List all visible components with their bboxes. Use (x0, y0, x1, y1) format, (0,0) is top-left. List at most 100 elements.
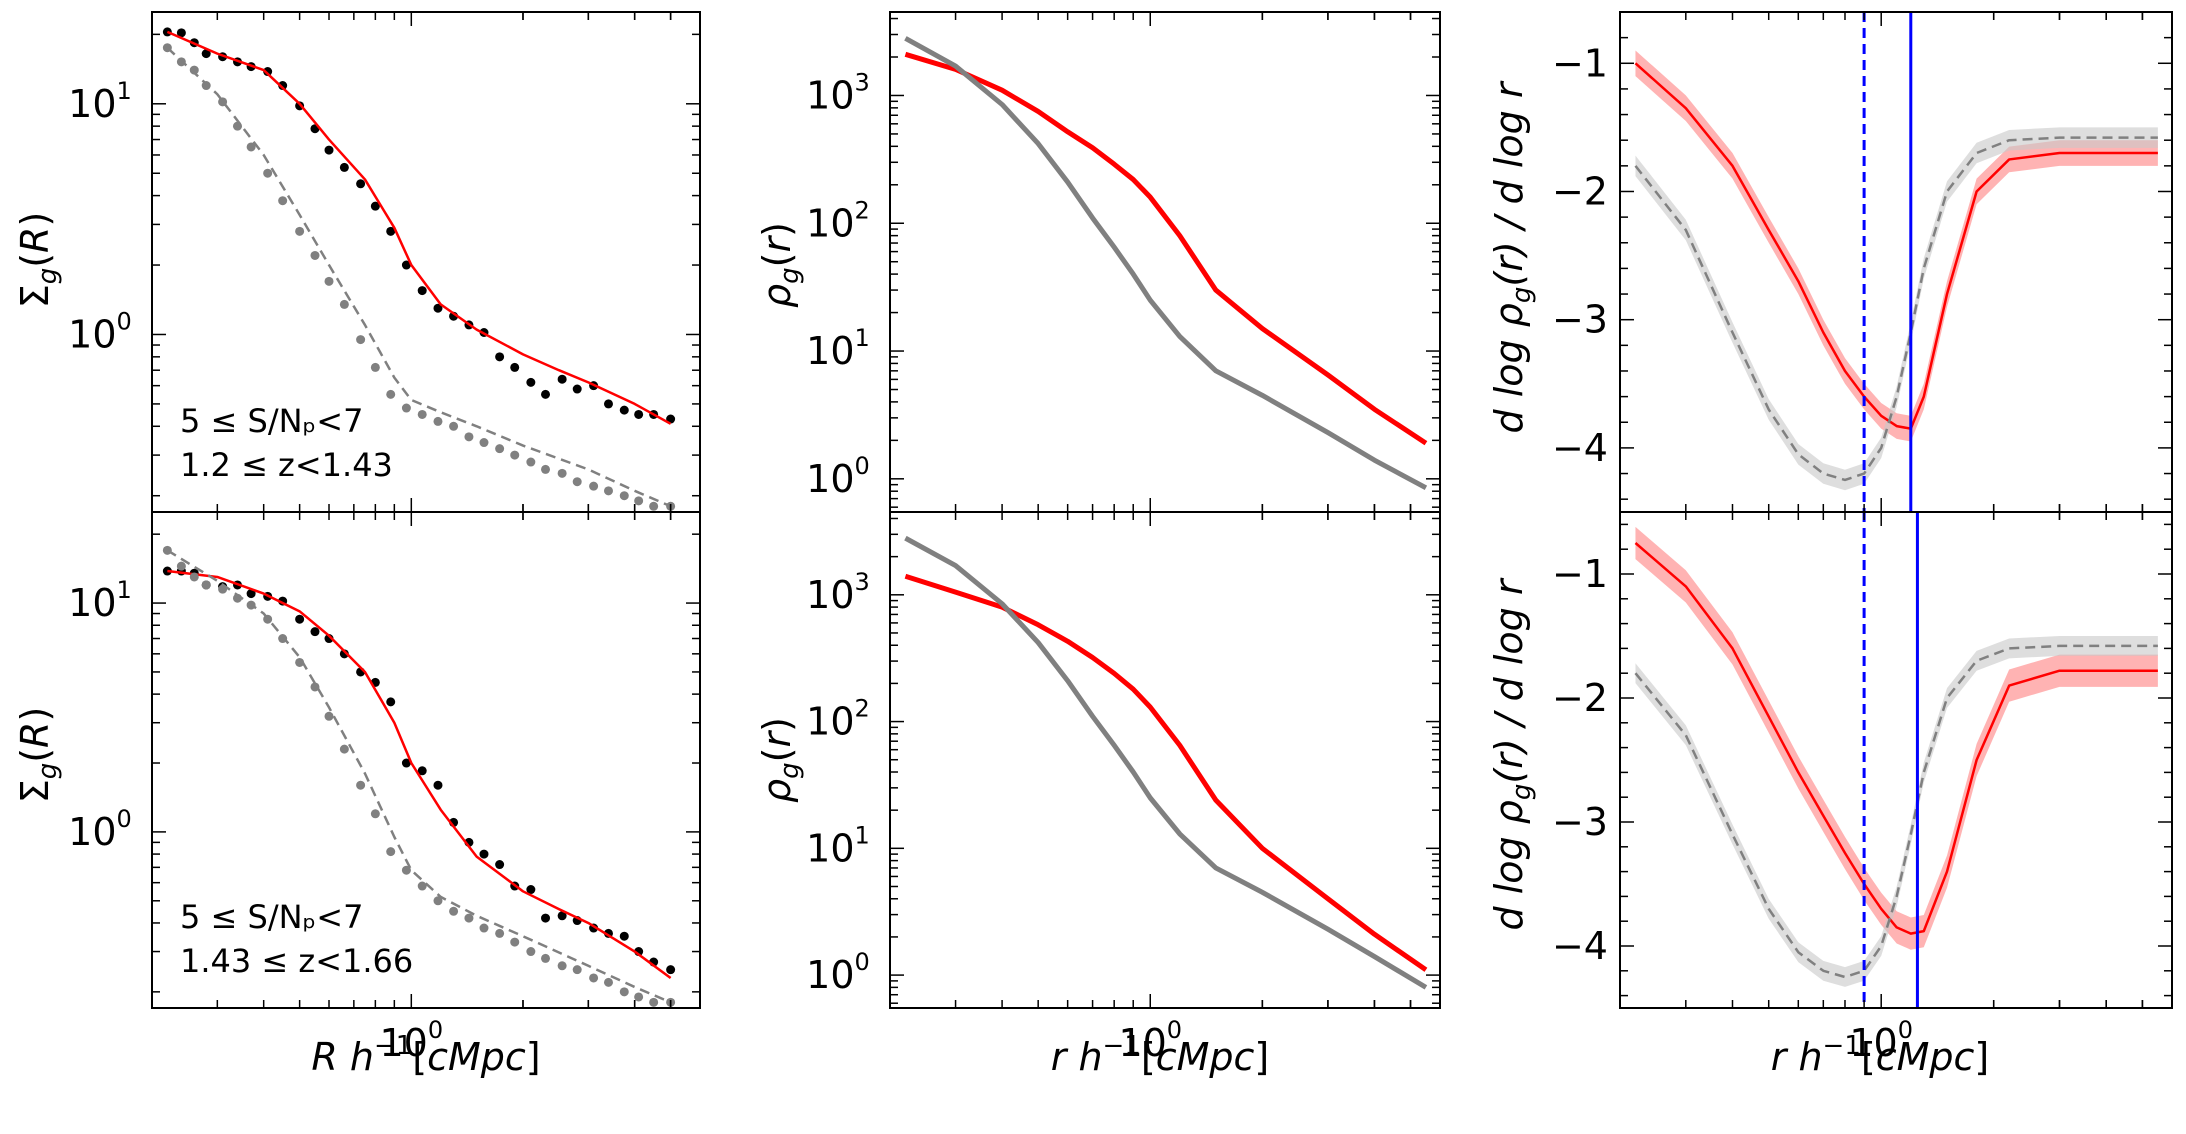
panel-row1-col3: −4 −3 −2 −1 (1552, 11, 2173, 513)
y-tick-label: −3 (1552, 800, 1608, 844)
y-tick-label: −2 (1552, 169, 1608, 213)
data-point (324, 276, 334, 286)
data-point (526, 947, 536, 957)
y-tick-label: −1 (1552, 41, 1608, 85)
data-point (417, 409, 427, 419)
xlabel-col1: R h−1[cMpc] (311, 1031, 540, 1079)
data-point (339, 299, 349, 309)
xlabel-col3: r h−1[cMpc] (1771, 1031, 1989, 1079)
y-tick-exp: 0 (855, 452, 870, 480)
data-point (495, 444, 505, 454)
y-tick-exp: 0 (117, 805, 132, 833)
data-point (324, 145, 334, 155)
data-point (464, 913, 474, 923)
data-point (589, 481, 599, 491)
series-line-1 (1634, 644, 2158, 979)
series-line-0 (904, 573, 1428, 972)
data-point (295, 614, 305, 624)
ylabel-row2-col3: d log ρg(r) / d log r (1487, 577, 1537, 930)
data-point (619, 987, 629, 997)
y-tick-label: −4 (1552, 426, 1608, 470)
panel-row2-col3: 100−4−3−2−1 (1552, 511, 2173, 1065)
data-point (557, 961, 567, 971)
data-point (176, 28, 186, 38)
data-point (189, 572, 199, 582)
data-point (356, 335, 366, 345)
data-point (449, 421, 459, 431)
data-point (417, 286, 427, 296)
data-point (479, 438, 489, 448)
data-point (495, 928, 505, 938)
data-point (510, 450, 520, 460)
data-point (479, 849, 489, 859)
series-line-1 (904, 535, 1428, 990)
data-point (246, 142, 256, 152)
data-point (401, 260, 411, 270)
y-tick-label: −4 (1552, 924, 1608, 968)
ylabel-row2-col2: ρg(r) (755, 717, 805, 803)
data-point (510, 362, 520, 372)
band-1 (1635, 636, 2158, 987)
y-tick-label: −1 (1552, 552, 1608, 596)
data-point (278, 196, 288, 206)
data-point (619, 491, 629, 501)
data-point (557, 468, 567, 478)
data-point (433, 896, 443, 906)
data-point (649, 997, 659, 1007)
data-point (263, 168, 273, 178)
data-point (176, 561, 186, 571)
y-tick-label: 101 (806, 821, 870, 870)
data-point (526, 885, 536, 895)
ylabel-row1-col3: d log ρg(r) / d log r (1487, 80, 1537, 433)
data-point (495, 352, 505, 362)
axes-frame (151, 511, 701, 1009)
y-tick-exp: 3 (855, 568, 870, 596)
x-tick-exp: 0 (1898, 1016, 1913, 1044)
data-point (619, 405, 629, 415)
data-point (433, 780, 443, 790)
data-point (278, 81, 288, 91)
data-point (201, 49, 211, 59)
y-tick-exp: 1 (117, 77, 132, 105)
data-point (541, 464, 551, 474)
axes-frame (889, 11, 1441, 513)
plot-area-row1-col1 (162, 27, 676, 511)
data-point (589, 973, 599, 983)
data-point (479, 923, 489, 933)
y-tick-label: −3 (1552, 298, 1608, 342)
data-point (557, 374, 567, 384)
series-line-1 (166, 30, 672, 425)
x-tick-exp: 0 (1167, 1016, 1182, 1044)
y-tick-label: 100 (68, 805, 132, 854)
data-point (401, 865, 411, 875)
axes-frame (889, 511, 1441, 1009)
data-point (572, 384, 582, 394)
data-point (401, 758, 411, 768)
data-point (417, 881, 427, 891)
data-point (541, 389, 551, 399)
y-tick-exp: 1 (855, 324, 870, 352)
y-tick-exp: 2 (855, 695, 870, 723)
series-line-1 (1634, 136, 2158, 482)
data-point (495, 860, 505, 870)
data-point (201, 580, 211, 590)
data-point (649, 501, 659, 511)
plot-area-row2-col1 (162, 545, 676, 1007)
data-point (356, 179, 366, 189)
y-tick-label: 102 (806, 695, 870, 744)
y-tick-label: 103 (806, 68, 870, 117)
data-point (246, 589, 256, 599)
data-point (310, 627, 320, 637)
series-line-3 (166, 549, 672, 1004)
data-point (370, 201, 380, 211)
series-line-3 (166, 46, 672, 508)
panel-row1-col1: 100 101 5 ≤ S/Nₚ<7 1.2 ≤ z<1.43 (68, 11, 701, 513)
data-point (339, 162, 349, 172)
data-point (526, 457, 536, 467)
data-point (263, 67, 273, 77)
data-point (339, 649, 349, 659)
series-line-0 (1634, 542, 2158, 935)
data-point (526, 377, 536, 387)
